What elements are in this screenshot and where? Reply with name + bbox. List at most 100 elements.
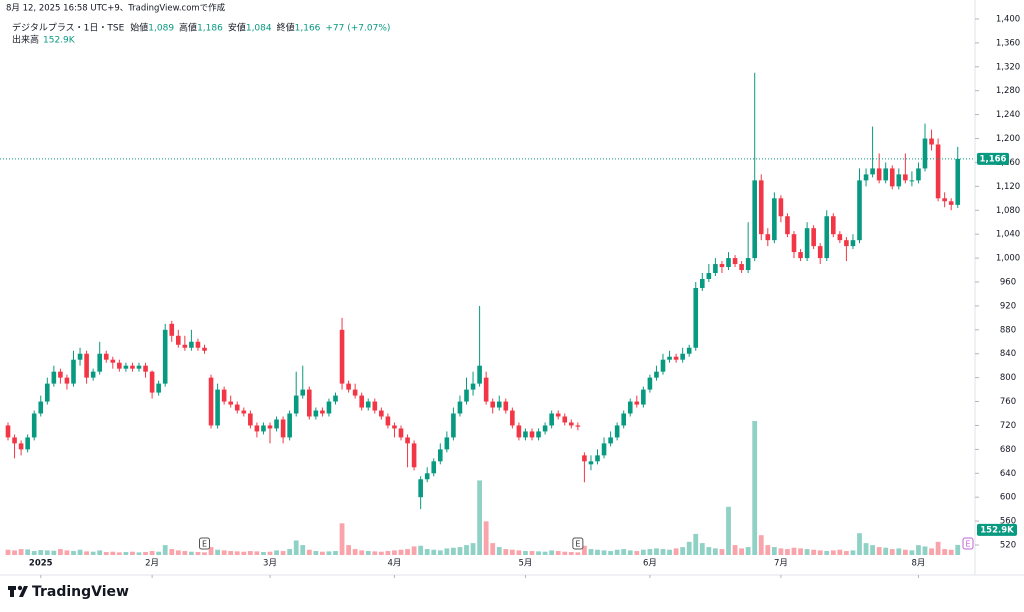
- volume-bar: [771, 547, 777, 555]
- volume-bar: [116, 552, 122, 555]
- candle-body: [117, 362, 122, 369]
- volume-bar: [673, 548, 679, 555]
- legend-label: 終値: [277, 22, 295, 34]
- y-tick-label: 720: [1000, 421, 1016, 431]
- volume-bar: [902, 549, 908, 555]
- volume-bar: [562, 551, 568, 555]
- candle-body: [267, 425, 273, 429]
- volume-bar: [830, 550, 836, 555]
- volume-bar: [326, 551, 332, 555]
- volume-bar: [706, 547, 712, 555]
- candle-body: [470, 383, 476, 390]
- candle-body: [896, 174, 902, 187]
- volume-bar: [948, 549, 954, 555]
- candle-body: [77, 353, 83, 360]
- volume-bar: [804, 549, 810, 555]
- volume-bar: [143, 552, 148, 555]
- candle-body: [320, 410, 325, 414]
- volume-bar: [647, 549, 653, 555]
- volume-bar: [313, 551, 319, 555]
- candle-body: [831, 216, 836, 235]
- candle-body: [189, 341, 194, 348]
- candle-body: [817, 246, 823, 259]
- candle-body: [549, 413, 554, 426]
- y-tick-label: 840: [1000, 349, 1016, 359]
- candle-body: [346, 383, 351, 390]
- legend-change: +77 (+7.07%): [325, 24, 390, 34]
- volume-bar: [306, 549, 312, 555]
- candle-body: [844, 240, 849, 247]
- candle-body: [673, 356, 679, 360]
- candle-body: [162, 329, 168, 384]
- candle-body: [477, 365, 482, 384]
- candle-body: [451, 413, 456, 438]
- candle-body: [700, 279, 705, 288]
- volume-bar: [169, 549, 175, 555]
- volume-bar: [555, 551, 561, 555]
- current-price-box: [977, 152, 1009, 165]
- candle-body: [254, 425, 260, 432]
- volume-bar: [549, 550, 555, 555]
- volume-bar: [693, 533, 699, 555]
- candle-body: [569, 422, 574, 426]
- candle-body: [313, 410, 319, 417]
- volume-bar: [51, 550, 57, 555]
- volume-bar: [791, 547, 797, 555]
- volume-last-box: [977, 523, 1017, 536]
- volume-bar: [300, 545, 306, 555]
- volume-bar: [529, 551, 535, 555]
- volume-bar: [889, 549, 895, 555]
- volume-bar: [221, 550, 227, 555]
- candle-body: [745, 258, 751, 271]
- y-tick-label: 1,400: [996, 14, 1020, 24]
- volume-bar: [837, 549, 843, 555]
- candle-body: [58, 371, 63, 378]
- volume-bar: [857, 533, 862, 555]
- event-marker: [962, 537, 974, 550]
- y-tick-label: 1,240: [996, 110, 1020, 120]
- volume-bar: [785, 549, 790, 555]
- volume-bar: [18, 549, 24, 555]
- candle-body: [765, 234, 771, 241]
- candle-body: [405, 437, 410, 444]
- candle-body: [12, 437, 17, 444]
- candle-body: [876, 168, 882, 181]
- volume-bar: [5, 549, 11, 555]
- event-label: E: [965, 540, 970, 549]
- candle-body: [562, 416, 568, 423]
- candle-body: [110, 359, 116, 363]
- candle-body: [555, 413, 561, 417]
- candle-body: [169, 323, 175, 336]
- candle-body: [248, 413, 253, 426]
- candle-body: [614, 425, 620, 438]
- candle-body: [444, 437, 450, 450]
- candle-body: [431, 461, 437, 474]
- candle-body: [523, 431, 528, 438]
- candle-body: [418, 479, 423, 498]
- volume-bar: [627, 550, 633, 555]
- brand: TradingView: [32, 584, 129, 600]
- candle-body: [713, 264, 718, 274]
- volume-bar: [490, 543, 496, 555]
- candle-body: [392, 425, 397, 429]
- volume-last-label: 152.9K: [980, 525, 1014, 535]
- legend-value: 1,089: [148, 24, 174, 34]
- candle-body: [857, 180, 862, 241]
- volume-bar: [31, 551, 37, 555]
- candle-body: [352, 389, 358, 396]
- event-marker: [572, 537, 584, 550]
- volume-bar: [280, 551, 286, 555]
- volume-bar: [333, 551, 338, 555]
- volume-bar: [765, 545, 771, 555]
- volume-bar: [464, 545, 469, 555]
- candle-body: [955, 158, 961, 205]
- candle-body: [221, 389, 227, 402]
- volume-bar: [293, 540, 299, 555]
- volume-bar: [261, 552, 266, 555]
- volume-bars: [5, 421, 961, 555]
- volume-bar: [477, 480, 482, 555]
- volume-bar: [25, 549, 31, 555]
- candle-body: [287, 413, 292, 438]
- volume-bar: [320, 551, 325, 555]
- volume-bar: [136, 552, 142, 555]
